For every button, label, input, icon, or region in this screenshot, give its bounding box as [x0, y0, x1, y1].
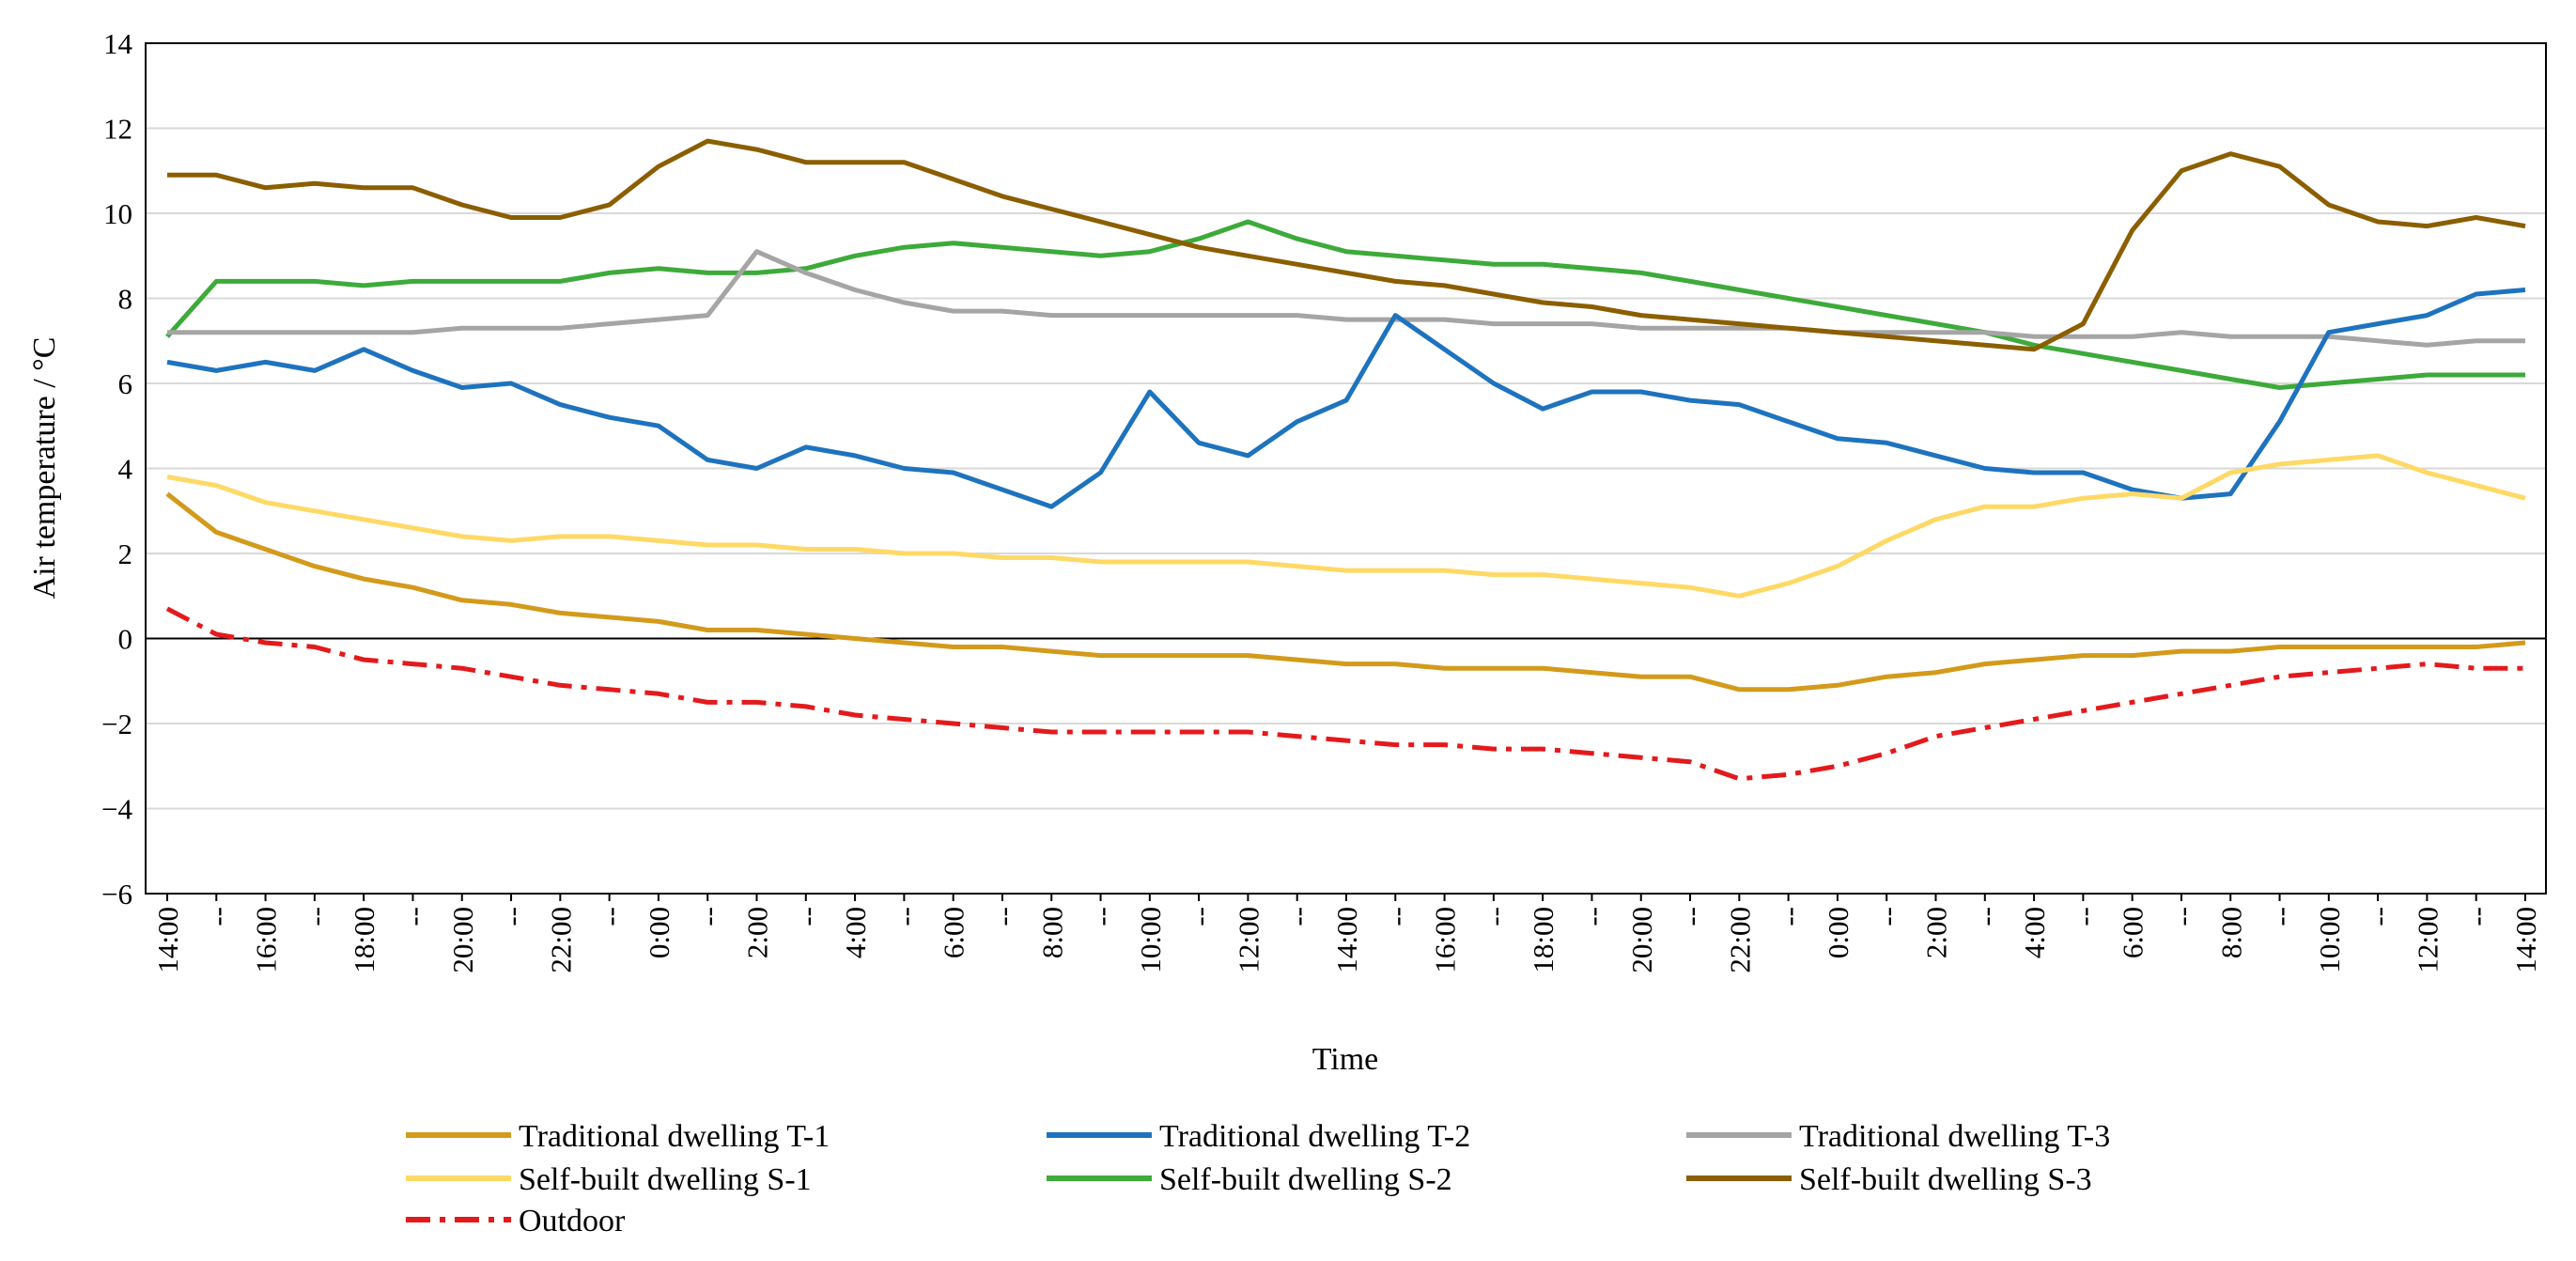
- x-tick-label: --: [2165, 907, 2198, 926]
- x-tick-label: 20:00: [1625, 907, 1658, 973]
- y-tick-label: 4: [118, 453, 133, 486]
- x-axis-title: Time: [1312, 1042, 1379, 1077]
- x-tick-label: 8:00: [1035, 907, 1068, 958]
- x-tick-label: 10:00: [2313, 907, 2346, 973]
- legend-label-3: Self-built dwelling S-1: [519, 1162, 812, 1197]
- x-tick-label: --: [2264, 907, 2297, 926]
- x-tick-label: --: [396, 907, 429, 926]
- x-tick-label: 16:00: [1429, 907, 1462, 973]
- x-tick-label: --: [1674, 907, 1707, 926]
- legend-label-1: Traditional dwelling T-2: [1159, 1119, 1470, 1154]
- series-line-5: [167, 138, 2526, 352]
- x-tick-label: 4:00: [2018, 907, 2051, 958]
- x-tick-label: --: [1478, 907, 1511, 926]
- x-tick-label: --: [986, 907, 1019, 926]
- x-tick-label: 12:00: [2411, 907, 2444, 973]
- series-line-0: [165, 491, 2526, 693]
- series-line-2: [167, 249, 2525, 348]
- x-axis-ticks: 14:00 -- 16:00 -- 18:00 -- 20:00 -- 22:00 -- 0:00-…: [151, 894, 2542, 973]
- x-tick-label: --: [1281, 907, 1314, 926]
- x-tick-label: --: [200, 907, 233, 926]
- x-tick-label: 22:00: [1723, 907, 1756, 973]
- x-tick-label: --: [1773, 907, 1806, 926]
- x-tick-label: --: [2460, 907, 2493, 926]
- x-tick-label: 12:00: [1232, 907, 1265, 973]
- x-tick-label: 8:00: [2214, 907, 2247, 958]
- y-tick-label: 2: [118, 537, 133, 570]
- x-tick-label: 14:00: [1330, 907, 1363, 973]
- y-tick-label: 14: [103, 27, 133, 60]
- x-tick-label: 6:00: [2117, 907, 2149, 958]
- x-tick-label: --: [299, 907, 332, 926]
- x-tick-label: 6:00: [938, 907, 970, 958]
- x-tick-label: 0:00: [643, 907, 675, 958]
- series-line-6: [165, 606, 2525, 782]
- x-tick-label: 4:00: [839, 907, 872, 958]
- y-tick-label: 0: [118, 623, 133, 656]
- legend-label-6: Outdoor: [519, 1204, 626, 1238]
- series-line-3: [166, 453, 2526, 599]
- y-tick-label: −2: [101, 708, 132, 740]
- legend-label-2: Traditional dwelling T-3: [1799, 1119, 2110, 1154]
- x-tick-label: --: [1969, 907, 2002, 926]
- x-tick-label: --: [1085, 907, 1118, 926]
- y-tick-label: 8: [118, 283, 133, 316]
- x-tick-label: --: [888, 907, 921, 926]
- x-tick-label: --: [1183, 907, 1216, 926]
- x-tick-label: 14:00: [151, 907, 184, 973]
- x-tick-label: --: [790, 907, 823, 926]
- x-tick-label: 2:00: [1920, 907, 1953, 958]
- legend-label-4: Self-built dwelling S-2: [1159, 1162, 1452, 1197]
- x-tick-label: 18:00: [1527, 907, 1560, 973]
- legend: Traditional dwelling T-1 Traditional dwel…: [406, 1119, 2110, 1238]
- x-tick-label: --: [594, 907, 627, 926]
- y-tick-label: 10: [103, 197, 132, 230]
- y-tick-label: 6: [118, 367, 133, 400]
- y-tick-label: 12: [103, 113, 132, 146]
- legend-label-5: Self-built dwelling S-3: [1799, 1162, 2092, 1197]
- x-tick-label: 2:00: [741, 907, 774, 958]
- x-tick-label: --: [1379, 907, 1412, 926]
- x-tick-label: --: [691, 907, 724, 926]
- series-line-1: [166, 288, 2526, 509]
- x-tick-label: 16:00: [250, 907, 283, 973]
- y-axis-title: Air temperature / °C: [27, 337, 62, 599]
- x-tick-label: --: [1870, 907, 1903, 926]
- x-tick-label: 0:00: [1822, 907, 1854, 958]
- x-tick-label: --: [2067, 907, 2100, 926]
- x-tick-label: 22:00: [544, 907, 577, 973]
- x-tick-label: --: [495, 907, 528, 926]
- y-tick-label: −6: [101, 878, 132, 911]
- y-tick-label: −4: [101, 793, 132, 826]
- x-tick-label: 20:00: [446, 907, 479, 973]
- x-tick-label: 18:00: [348, 907, 380, 973]
- series-line-4: [165, 219, 2525, 390]
- x-tick-label: --: [2362, 907, 2395, 926]
- x-tick-label: --: [1575, 907, 1608, 926]
- y-axis-ticks: −6 −4 −2 0 2 4 6 8 10 12 14: [101, 27, 132, 911]
- x-tick-label: 10:00: [1134, 907, 1167, 973]
- x-tick-label: 14:00: [2509, 907, 2542, 973]
- legend-label-0: Traditional dwelling T-1: [519, 1119, 830, 1154]
- series-lines: [165, 138, 2526, 782]
